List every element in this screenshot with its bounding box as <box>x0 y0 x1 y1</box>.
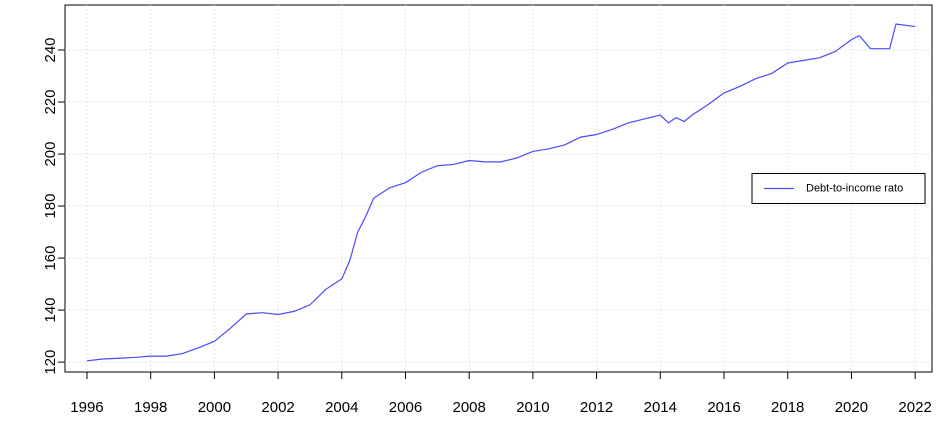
data-line <box>86 23 916 362</box>
x-tick-label: 2012 <box>580 399 613 416</box>
y-tick-label: 220 <box>42 90 59 115</box>
y-tick-label: 180 <box>42 194 59 219</box>
x-tick-label: 2008 <box>453 399 486 416</box>
x-tick-label: 2016 <box>707 399 740 416</box>
y-tick-label: 200 <box>42 142 59 167</box>
plot-box <box>64 4 933 373</box>
legend-label: Debt-to-income rato <box>806 182 903 194</box>
x-tick-label: 2000 <box>198 399 231 416</box>
x-tick-label: 2004 <box>325 399 358 416</box>
x-tick-label: 1998 <box>134 399 167 416</box>
x-tick-label: 2020 <box>835 399 868 416</box>
x-tick-label: 1996 <box>70 399 103 416</box>
x-tick-label: 2018 <box>771 399 804 416</box>
y-tick-label: 160 <box>42 246 59 271</box>
x-tick-label: 2014 <box>644 399 677 416</box>
y-tick-label: 120 <box>42 350 59 375</box>
x-tick-label: 2006 <box>389 399 422 416</box>
y-tick-label: 240 <box>42 37 59 62</box>
y-tick-label: 140 <box>42 298 59 323</box>
x-tick-label: 2002 <box>261 399 294 416</box>
x-tick-label: 2022 <box>898 399 931 416</box>
x-tick-label: 2010 <box>516 399 549 416</box>
